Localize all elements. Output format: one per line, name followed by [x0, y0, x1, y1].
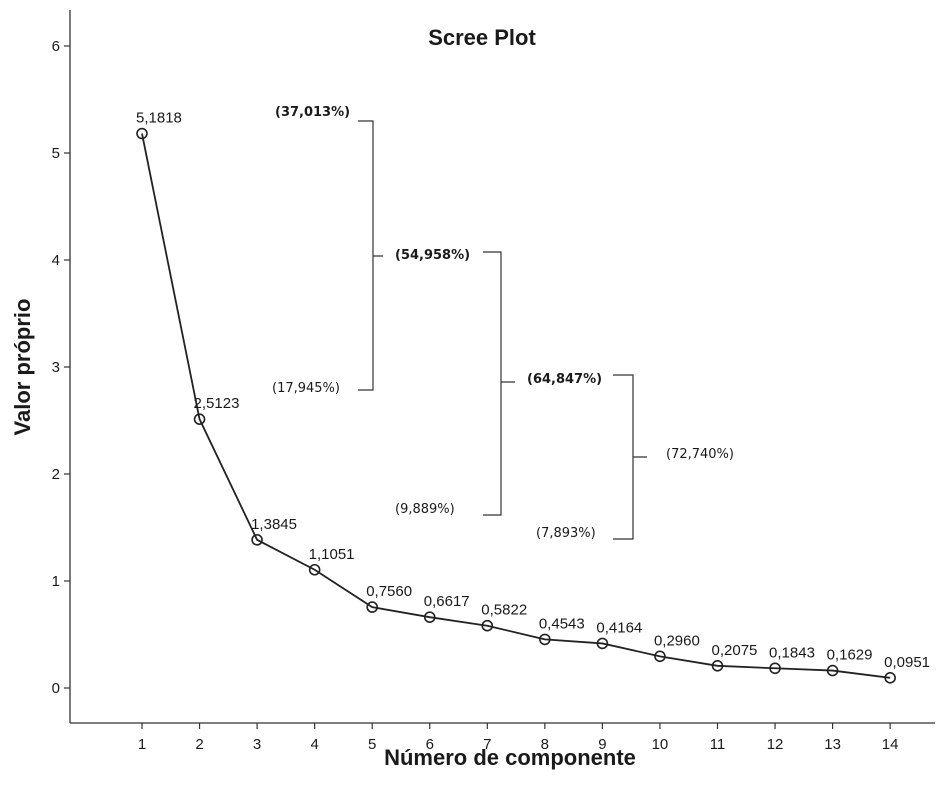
- data-point: [308, 563, 321, 576]
- x-tick-label: 3: [253, 736, 261, 753]
- data-label: 0,4543: [539, 615, 585, 632]
- x-tick-label: 5: [368, 736, 376, 753]
- y-tick-label: 3: [52, 359, 60, 376]
- data-label: 0,7560: [366, 583, 412, 600]
- annotation-cumulative-2: (54,958%): [395, 248, 470, 263]
- data-point: [366, 601, 379, 613]
- x-tick-label: 14: [882, 736, 899, 753]
- x-tick-label: 12: [767, 736, 784, 753]
- bracket-3: [613, 374, 647, 540]
- y-axis-label: Valor próprio: [10, 299, 35, 436]
- data-point: [826, 664, 839, 677]
- data-label: 1,1051: [309, 546, 355, 563]
- y-tick-label: 2: [52, 466, 60, 483]
- data-label: 5,1818: [136, 110, 182, 127]
- data-label: 0,4164: [596, 619, 642, 636]
- data-label: 0,1843: [769, 644, 815, 661]
- annotation-cumulative-3: (64,847%): [527, 372, 602, 387]
- data-point: [769, 662, 781, 675]
- data-label: 0,0951: [884, 654, 930, 671]
- y-tick-label: 1: [52, 573, 60, 590]
- annotation-cumulative-1: (37,013%): [275, 105, 350, 120]
- data-point: [711, 659, 724, 672]
- annotation-variance-4: (7,893%): [536, 526, 596, 541]
- data-point: [481, 619, 494, 632]
- data-label: 1,3845: [251, 516, 297, 533]
- x-tick-label: 4: [310, 736, 318, 753]
- variance-annotations: (37,013%) (17,945%) (54,958%) (9,889%) (…: [272, 105, 734, 541]
- bracket-2: [483, 251, 515, 516]
- data-label: 0,1629: [827, 647, 873, 664]
- x-tick-label: 9: [598, 736, 606, 753]
- x-tick-label: 10: [652, 736, 669, 753]
- annotation-variance-2: (17,945%): [272, 381, 340, 396]
- data-label: 0,2075: [712, 642, 758, 659]
- x-tick-label: 1: [138, 736, 146, 753]
- data-point: [193, 413, 206, 425]
- x-tick-label: 7: [483, 736, 491, 753]
- y-tick-label: 0: [52, 680, 60, 697]
- x-tick-label: 8: [541, 736, 549, 753]
- data-point: [539, 633, 551, 646]
- bracket-1: [358, 120, 383, 391]
- annotation-cumulative-4: (72,740%): [666, 447, 734, 462]
- data-point: [596, 637, 609, 650]
- chart-title: Scree Plot: [428, 25, 536, 50]
- y-tick-label: 5: [52, 145, 60, 162]
- data-label: 2,5123: [194, 395, 240, 412]
- series-line: [141, 133, 891, 679]
- series-eigenvalues: [136, 127, 896, 684]
- data-label: 0,5822: [481, 602, 527, 619]
- annotation-variance-3: (9,889%): [395, 502, 455, 517]
- x-axis-label: Número de componente: [384, 745, 636, 770]
- y-tick-label: 4: [52, 252, 60, 269]
- y-tick-label: 6: [52, 38, 60, 55]
- x-tick-label: 2: [195, 736, 203, 753]
- data-label: 0,6617: [424, 593, 470, 610]
- data-point: [884, 672, 896, 684]
- data-point: [654, 650, 666, 663]
- x-tick-label: 11: [710, 736, 726, 753]
- data-point: [136, 127, 148, 140]
- x-tick-label: 13: [824, 736, 841, 753]
- data-point: [423, 611, 436, 623]
- data-label-group: 5,1818 2,5123 1,3845 1,1051 0,7560 0,6617 0,58…: [136, 110, 930, 671]
- data-point: [251, 534, 263, 546]
- x-tick-label: 6: [426, 736, 434, 753]
- data-label: 0,2960: [654, 632, 700, 649]
